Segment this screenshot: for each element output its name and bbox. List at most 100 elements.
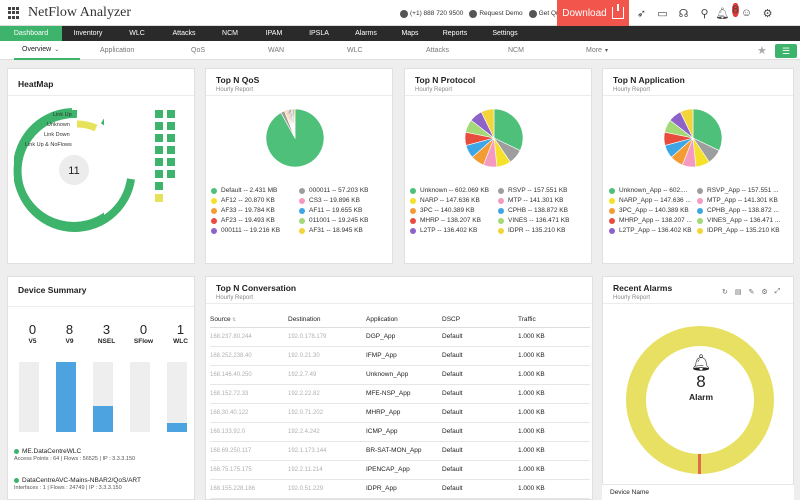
pie-slice[interactable] bbox=[692, 108, 723, 151]
tab-wan[interactable]: WAN bbox=[268, 47, 285, 54]
nav-wlc[interactable]: WLC bbox=[129, 30, 145, 37]
tab-more[interactable]: More ▾ bbox=[586, 41, 608, 60]
legend-item[interactable]: 000011 -- 57.203 KB bbox=[299, 187, 387, 194]
table-row[interactable]: 168.69.250.117 192.1.173.144 BR-SAT-MON_Ap… bbox=[210, 441, 590, 461]
request-demo-link[interactable]: Request Demo bbox=[469, 9, 523, 18]
legend-item[interactable]: L2TP_App -- 136.402 KB bbox=[609, 227, 697, 234]
table-row[interactable]: 168.237.80.244 192.0.178.179 DGP_App Defaul… bbox=[210, 327, 590, 347]
edit-icon[interactable]: ✎ bbox=[748, 289, 755, 296]
heatmap-device-cell[interactable] bbox=[167, 122, 175, 130]
device-bar[interactable] bbox=[167, 362, 187, 432]
table-row[interactable]: 168.155.228.186 192.0.51.229 IDPR_App Defau… bbox=[210, 479, 590, 499]
legend-item[interactable]: MHRP_App -- 138.207 ... bbox=[609, 217, 697, 224]
legend-item[interactable]: 000111 -- 19.216 KB bbox=[211, 227, 299, 234]
device-bar[interactable] bbox=[93, 362, 113, 432]
legend-item[interactable]: 3PC_App -- 140.389 KB bbox=[609, 207, 697, 214]
tab-qos[interactable]: QoS bbox=[191, 47, 206, 54]
legend-item[interactable]: MHRP -- 138.207 KB bbox=[410, 217, 498, 224]
table-row[interactable]: 168.75.175.175 192.2.11.214 IPENCAP_App Def… bbox=[210, 460, 590, 480]
col-device-name[interactable]: Device Name bbox=[610, 489, 650, 496]
device-item[interactable]: DataCentreAVC-Mains-NBAR2/QoS/ART Interf… bbox=[14, 477, 141, 491]
device-bar[interactable] bbox=[130, 362, 150, 432]
table-row[interactable]: 168.252.238.40 192.0.21.30 IFMP_App Default… bbox=[210, 346, 590, 366]
heatmap-device-cell[interactable] bbox=[155, 122, 163, 130]
device-counter[interactable]: 8 V9 bbox=[51, 322, 88, 345]
bell-icon[interactable]: 🔔︎ 8 bbox=[715, 3, 739, 20]
legend-item[interactable]: NARP -- 147.636 KB bbox=[410, 197, 498, 204]
heatmap-device-cell[interactable] bbox=[155, 146, 163, 154]
device-bar[interactable] bbox=[56, 362, 76, 432]
tab-wlc[interactable]: WLC bbox=[347, 47, 363, 54]
pie-slice[interactable] bbox=[493, 108, 524, 151]
table-row[interactable]: 168.255.34.105192.0.117.17AX.25_AppDefau… bbox=[210, 498, 590, 500]
table-row[interactable]: 168.152.72.33 192.2.22.82 MFE-NSP_App Defau… bbox=[210, 384, 590, 404]
legend-item[interactable]: AF11 -- 19.655 KB bbox=[299, 207, 387, 214]
legend-item[interactable]: CPHB_App -- 138.872 ... bbox=[697, 207, 785, 214]
heatmap-device-cell[interactable] bbox=[155, 194, 163, 202]
table-row[interactable]: 168.133.92.0 192.2.4.242 ICMP_App Default 1.… bbox=[210, 422, 590, 442]
search-icon[interactable]: ⚲ bbox=[700, 7, 709, 20]
heatmap-device-cell[interactable] bbox=[155, 182, 163, 190]
settings-icon[interactable]: ⚙ bbox=[761, 289, 768, 296]
legend-item[interactable]: Unknown -- 602.069 KB bbox=[410, 187, 498, 194]
nav-ipam[interactable]: IPAM bbox=[265, 30, 283, 37]
legend-item[interactable]: 3PC -- 140.389 KB bbox=[410, 207, 498, 214]
star-icon[interactable]: ★ bbox=[757, 45, 767, 57]
expand-icon[interactable]: ⤢ bbox=[774, 288, 781, 295]
legend-item[interactable]: VINES_App -- 136.471 ... bbox=[697, 217, 785, 224]
heatmap-device-cell[interactable] bbox=[155, 170, 163, 178]
get-quote-link[interactable]: Get Quote bbox=[528, 9, 569, 18]
gear-icon[interactable]: ⚙ bbox=[762, 7, 773, 20]
device-counter[interactable]: 0 V5 bbox=[14, 322, 51, 345]
tab-application[interactable]: Application bbox=[100, 47, 135, 54]
legend-item[interactable]: VINES -- 136.471 KB bbox=[498, 217, 586, 224]
heatmap-device-cell[interactable] bbox=[167, 110, 175, 118]
legend-item[interactable]: AF33 -- 19.784 KB bbox=[211, 207, 299, 214]
pie-slice[interactable] bbox=[293, 108, 296, 139]
legend-item[interactable]: CS3 -- 19.896 KB bbox=[299, 197, 387, 204]
monitor-icon[interactable]: ▭ bbox=[657, 7, 668, 20]
tab-ncm[interactable]: NCM bbox=[508, 47, 524, 54]
heatmap-device-cell[interactable] bbox=[155, 134, 163, 142]
heatmap-device-cell[interactable] bbox=[155, 158, 163, 166]
download-button[interactable]: Download bbox=[557, 0, 629, 26]
heatmap-device-cell[interactable] bbox=[167, 170, 175, 178]
col-source[interactable]: Source ⇅ bbox=[210, 312, 288, 328]
legend-item[interactable]: Default -- 2.431 MB bbox=[211, 187, 299, 194]
legend-item[interactable]: MTP_App -- 141.301 KB bbox=[697, 197, 785, 204]
pie-slice[interactable] bbox=[480, 108, 495, 139]
legend-item[interactable]: AF23 -- 19.493 KB bbox=[211, 217, 299, 224]
device-item[interactable]: ME.DataCentreWLC Access Points : 64 | Fl… bbox=[14, 448, 135, 462]
legend-item[interactable]: IDPR -- 135.210 KB bbox=[498, 227, 586, 234]
tab-attacks[interactable]: Attacks bbox=[426, 47, 449, 54]
legend-item[interactable]: L2TP -- 136.402 KB bbox=[410, 227, 498, 234]
tab-overview[interactable]: Overview ⌄ bbox=[14, 41, 80, 60]
device-bar[interactable] bbox=[19, 362, 39, 432]
refresh-icon[interactable]: ↻ bbox=[722, 289, 728, 296]
legend-item[interactable]: 011001 -- 19.245 KB bbox=[299, 217, 387, 224]
table-row[interactable]: 168.146.40.250 192.2.7.49 Unknown_App Defau… bbox=[210, 365, 590, 385]
rocket-icon[interactable]: ➶ bbox=[636, 7, 647, 20]
headset-icon[interactable]: ☊ bbox=[678, 7, 689, 20]
nav-settings[interactable]: Settings bbox=[492, 30, 518, 37]
apps-grid-icon[interactable] bbox=[8, 7, 20, 19]
legend-item[interactable]: CPHB -- 138.872 KB bbox=[498, 207, 586, 214]
legend-item[interactable]: NARP_App -- 147.636 ... bbox=[609, 197, 697, 204]
user-icon[interactable]: ☺ bbox=[740, 7, 753, 19]
legend-item[interactable]: IDPR_App -- 135.210 KB bbox=[697, 227, 785, 234]
col-traffic[interactable]: Traffic bbox=[518, 312, 590, 328]
legend-item[interactable]: AF12 -- 20.870 KB bbox=[211, 197, 299, 204]
nav-ipsla[interactable]: IPSLA bbox=[309, 30, 329, 37]
device-counter[interactable]: 0 SFlow bbox=[125, 322, 162, 345]
col-dscp[interactable]: DSCP bbox=[442, 312, 518, 328]
nav-alarms[interactable]: Alarms bbox=[355, 30, 377, 37]
legend-item[interactable]: AF31 -- 18.945 KB bbox=[299, 227, 387, 234]
table-row[interactable]: 168.30.40.122 192.0.71.202 MHRP_App Default… bbox=[210, 403, 590, 423]
heatmap-device-cell[interactable] bbox=[167, 134, 175, 142]
pie-slice[interactable] bbox=[679, 108, 694, 139]
legend-item[interactable]: RSVP -- 157.551 KB bbox=[498, 187, 586, 194]
nav-maps[interactable]: Maps bbox=[401, 30, 419, 37]
add-widget-button[interactable]: ☰ bbox=[775, 44, 797, 58]
legend-item[interactable]: Unknown_App -- 602.... bbox=[609, 187, 697, 194]
phone-link[interactable]: (+1) 888 720 9500 bbox=[400, 9, 463, 18]
